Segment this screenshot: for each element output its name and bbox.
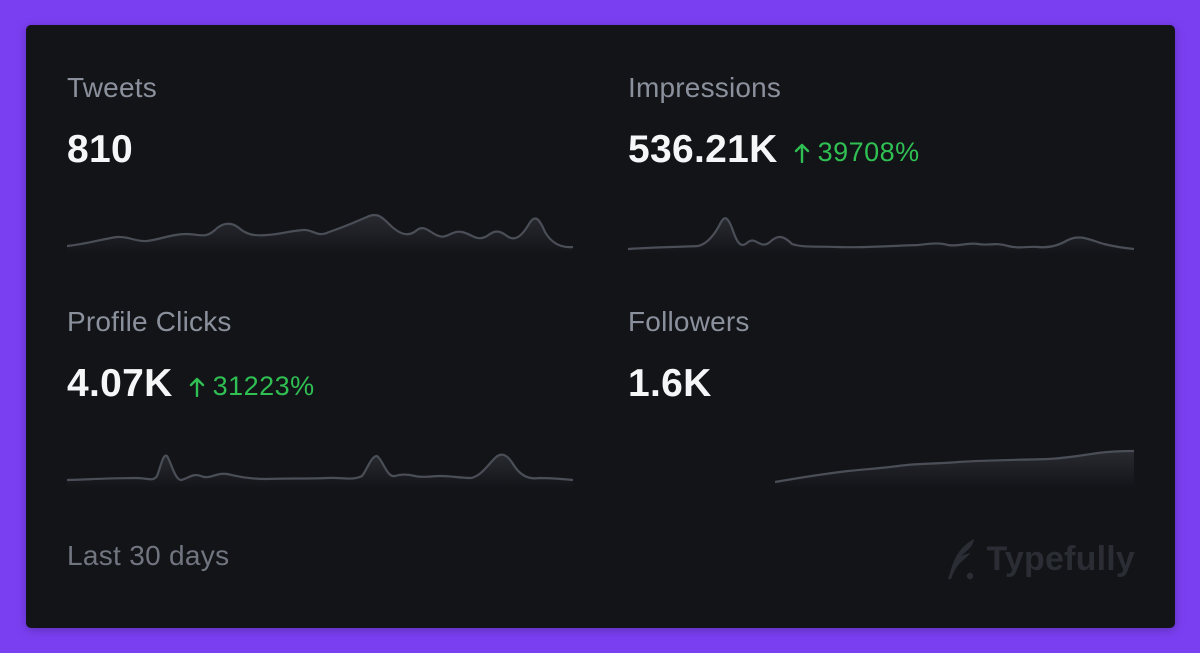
metric-change-badge: 31223% [189, 371, 315, 402]
metric-change-badge: 39708% [794, 137, 920, 168]
metric-label: Impressions [628, 72, 782, 103]
analytics-card: Tweets 810 Impressions 536.21K 39708% [26, 25, 1175, 628]
brand-name: Typefully [986, 539, 1135, 578]
brand-logo: Typefully [944, 537, 1135, 581]
arrow-up-icon [794, 143, 809, 163]
metric-value: 4.07K [67, 362, 173, 405]
metric-label: Profile Clicks [67, 306, 232, 337]
quill-icon [948, 539, 975, 580]
metric-value-row: 536.21K 39708% [628, 128, 920, 172]
impressions-sparkline [627, 217, 1135, 254]
metric-value-row: 810 [67, 128, 133, 172]
followers-sparkline [774, 449, 1135, 488]
profile-clicks-sparkline [66, 453, 574, 488]
metric-value: 536.21K [628, 128, 778, 171]
metric-value-row: 4.07K 31223% [67, 362, 315, 406]
tweets-sparkline [66, 213, 574, 254]
metric-label: Followers [628, 306, 750, 337]
metric-value: 1.6K [628, 362, 712, 405]
metric-value: 810 [67, 128, 133, 171]
arrow-up-icon [189, 377, 204, 397]
metric-label: Tweets [67, 72, 157, 103]
metric-change-value: 31223% [212, 370, 315, 401]
metric-change-value: 39708% [817, 136, 920, 167]
metric-value-row: 1.6K [628, 362, 712, 406]
period-label: Last 30 days [67, 540, 230, 571]
